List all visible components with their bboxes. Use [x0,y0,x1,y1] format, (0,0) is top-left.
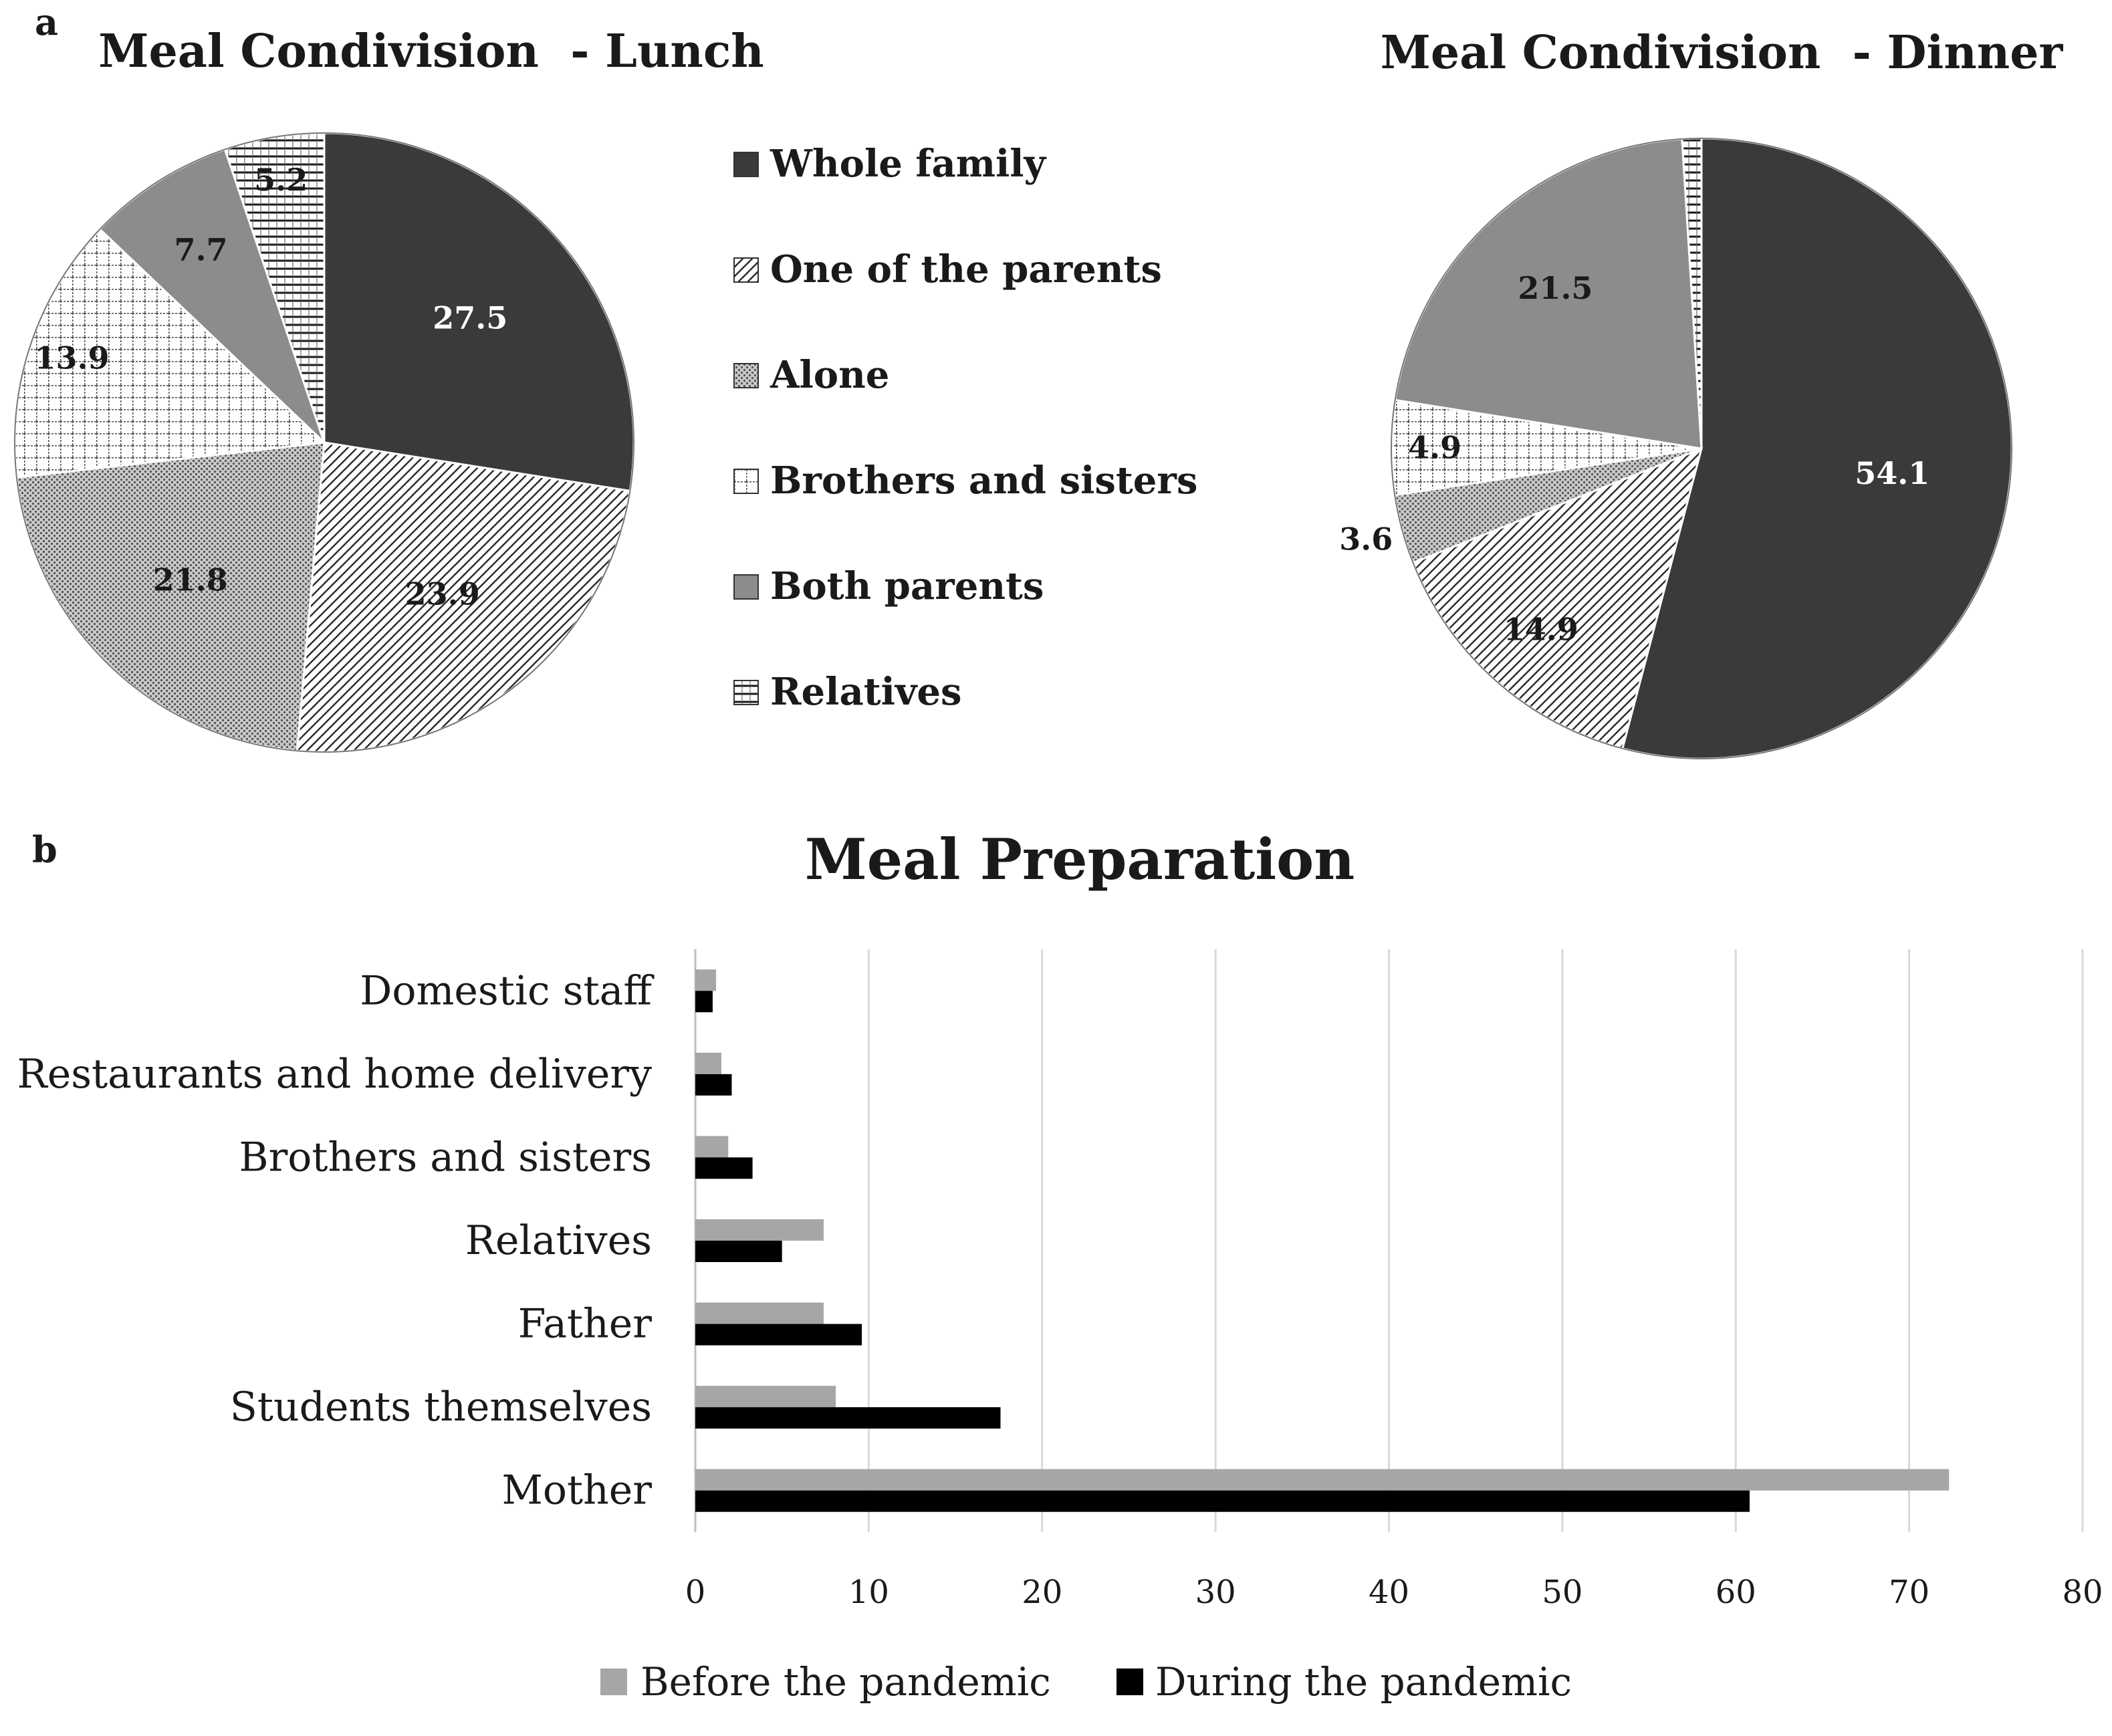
category-label-0: Domestic staff [360,967,655,1014]
category-label-2: Brothers and sisters [239,1134,652,1181]
bar-during-1 [695,1074,732,1096]
bar-before-0 [695,969,717,991]
bar-before-2 [695,1136,729,1158]
legend-swatch-whole-family [733,152,759,177]
panel-letter-a: a [35,1,58,43]
pie-label-alone: 21.8 [153,562,228,598]
bar-category-labels: Domestic staff Restaurants and home deliv… [17,967,655,1513]
pie-label-one: 14.9 [1504,612,1578,648]
legend-item-alone: Alone [733,353,889,397]
legend-label-both-parents: Both parents [770,564,1044,608]
category-label-1: Restaurants and home delivery [17,1051,653,1098]
legend-label-one-parent: One of the parents [770,247,1162,291]
legend-label-before: Before the pandemic [640,1659,1051,1705]
panel-letter-b: b [32,828,57,871]
legend-swatch-relatives [733,680,759,705]
legend-swatch-before [600,1668,627,1695]
pie-outline [14,132,634,753]
legend-label-during: During the pandemic [1155,1659,1572,1705]
pie-label-whole: 54.1 [1855,455,1929,491]
bar-chart-title: Meal Preparation [805,826,1355,892]
legend-label-brothers-sisters: Brothers and sisters [770,459,1197,503]
lunch-pie: 27.5 23.9 21.8 13.9 7.7 5.2 [13,132,635,753]
bar-legend: Before the pandemic During the pandemic [600,1659,1572,1705]
bar-during-2 [695,1157,753,1179]
pie-label-whole: 27.5 [433,300,507,336]
bar-during-0 [695,991,713,1013]
pie-legend: Whole family One of the parents Alone Br… [733,142,1197,714]
pie-label-bros: 13.9 [34,340,109,376]
legend-item-whole-family: Whole family [733,142,1047,186]
x-tick-label-50: 50 [1542,1574,1582,1611]
legend-label-alone: Alone [770,353,889,397]
legend-swatch-brothers-sisters [733,469,759,494]
category-label-3: Relatives [465,1217,652,1264]
legend-item-both-parents: Both parents [733,564,1044,608]
pie-label-bros: 4.9 [1408,430,1461,466]
bar-before-5 [695,1386,836,1408]
x-tick-label-60: 60 [1716,1574,1756,1611]
pie-outline [1391,138,2012,759]
legend-item-relatives: Relatives [733,670,962,714]
x-tick-label-10: 10 [848,1574,889,1611]
x-tick-label-70: 70 [1889,1574,1929,1611]
bar-before-6 [695,1469,1950,1491]
pie-label-both: 7.7 [174,231,227,267]
legend-swatch-one-parent [733,257,759,283]
bar-during-4 [695,1324,862,1346]
x-tick-label-80: 80 [2062,1574,2103,1611]
bar-before-1 [695,1052,721,1074]
bar-before-4 [695,1302,824,1324]
legend-item-one-parent: One of the parents [733,247,1162,291]
pie-label-rel: 5.2 [254,162,308,198]
pie-label-one: 23.9 [405,576,480,612]
bar-marks [695,969,1950,1512]
category-label-4: Father [518,1301,653,1348]
pie-label-alone: 3.6 [1339,521,1393,557]
bar-before-3 [695,1219,824,1241]
legend-swatch-during [1117,1668,1143,1695]
x-tick-label-30: 30 [1195,1574,1236,1611]
legend-swatch-both-parents [733,574,759,600]
legend-swatch-alone [733,363,759,388]
legend-item-brothers-sisters: Brothers and sisters [733,459,1197,503]
dinner-pie-title: Meal Condivision - Dinner [1381,26,2064,80]
legend-label-relatives: Relatives [770,670,962,714]
bar-during-6 [695,1490,1750,1512]
bar-tick-labels: 0 10 20 30 40 50 60 70 80 [685,1574,2103,1611]
legend-label-whole-family: Whole family [770,142,1047,186]
x-tick-label-0: 0 [685,1574,706,1611]
bar-during-5 [695,1407,1001,1429]
dinner-pie: 54.1 14.9 3.6 4.9 21.5 [1339,137,2013,760]
bar-during-3 [695,1241,782,1262]
category-label-5: Students themselves [230,1384,652,1431]
category-label-6: Mother [501,1467,652,1514]
pie-label-both: 21.5 [1518,270,1593,306]
bar-grid [694,949,2084,1532]
x-tick-label-40: 40 [1369,1574,1409,1611]
lunch-pie-title: Meal Condivision - Lunch [98,25,764,78]
x-tick-label-20: 20 [1022,1574,1062,1611]
